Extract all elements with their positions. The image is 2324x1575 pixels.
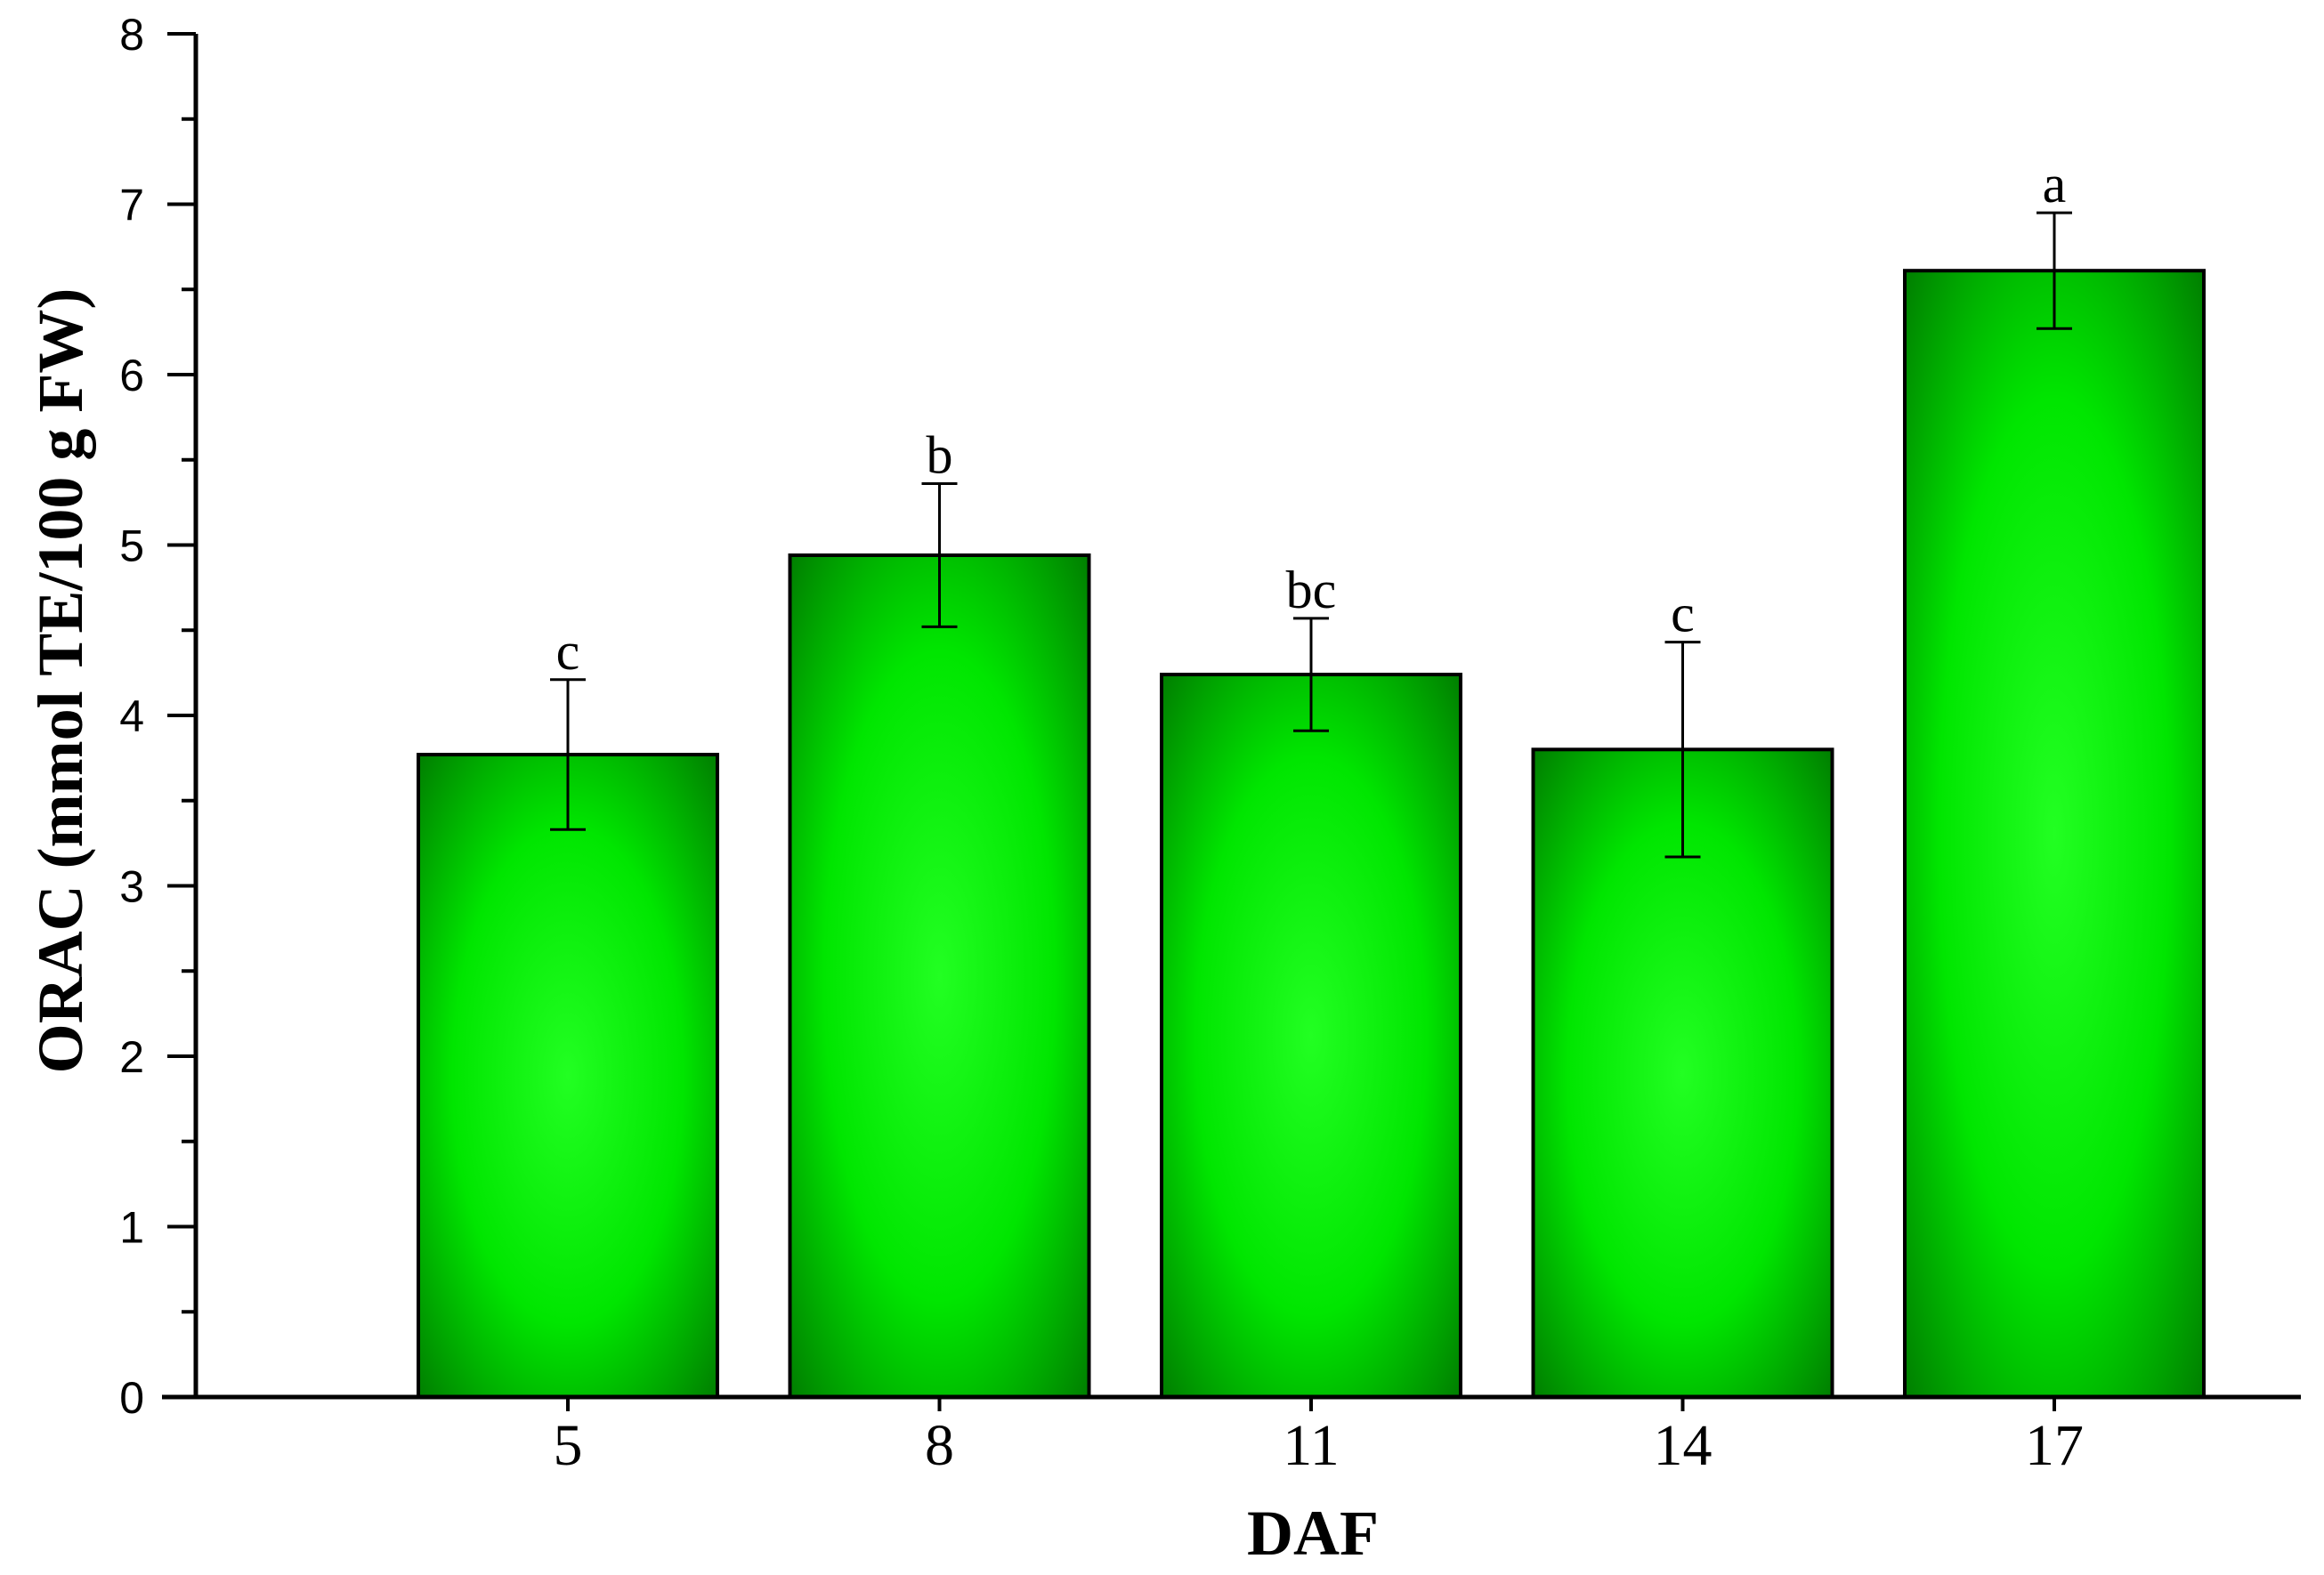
y-tick-label-5: 5 xyxy=(119,521,144,571)
significance-label-14: c xyxy=(1671,585,1695,643)
y-tick-label-4: 4 xyxy=(119,691,144,741)
significance-label-11: bc xyxy=(1286,561,1337,619)
x-tick-label-17: 17 xyxy=(2025,1413,2084,1478)
significance-label-17: a xyxy=(2043,155,2067,214)
x-tick-label-14: 14 xyxy=(1654,1413,1713,1478)
significance-label-8: b xyxy=(927,426,953,485)
error-bar-8 xyxy=(921,482,958,628)
x-axis-title: DAF xyxy=(1247,1498,1379,1569)
bar-11 xyxy=(1160,673,1462,1399)
bar-17 xyxy=(1903,269,2206,1399)
error-bar-14 xyxy=(1664,641,1701,859)
error-bar-17 xyxy=(2037,211,2072,330)
y-tick-label-2: 2 xyxy=(119,1032,144,1082)
error-bar-5 xyxy=(550,678,586,831)
y-tick-label-0: 0 xyxy=(119,1373,144,1423)
y-tick-label-3: 3 xyxy=(119,862,144,912)
y-tick-label-8: 8 xyxy=(119,10,144,60)
x-tick-label-5: 5 xyxy=(554,1413,583,1478)
y-tick-label-6: 6 xyxy=(119,351,144,400)
error-bar-11 xyxy=(1293,617,1329,732)
y-tick-label-1: 1 xyxy=(119,1203,144,1253)
x-tick-label-11: 11 xyxy=(1283,1413,1340,1478)
y-axis-title: ORAC (mmol TE/100 g FW) xyxy=(25,288,96,1074)
bar-5 xyxy=(417,753,719,1399)
y-tick-label-7: 7 xyxy=(119,181,144,230)
x-ticks-layer: 5 8 11 14 17 xyxy=(554,1397,2084,1478)
error-bars-layer xyxy=(550,211,2072,859)
bars-layer xyxy=(417,269,2206,1399)
x-tick-label-8: 8 xyxy=(925,1413,954,1478)
significance-label-5: c xyxy=(556,622,580,681)
y-ticks-layer: 0 1 2 3 4 5 6 7 8 xyxy=(119,10,196,1423)
significance-labels-layer: c b bc c a xyxy=(556,155,2067,681)
bar-8 xyxy=(788,553,1091,1399)
